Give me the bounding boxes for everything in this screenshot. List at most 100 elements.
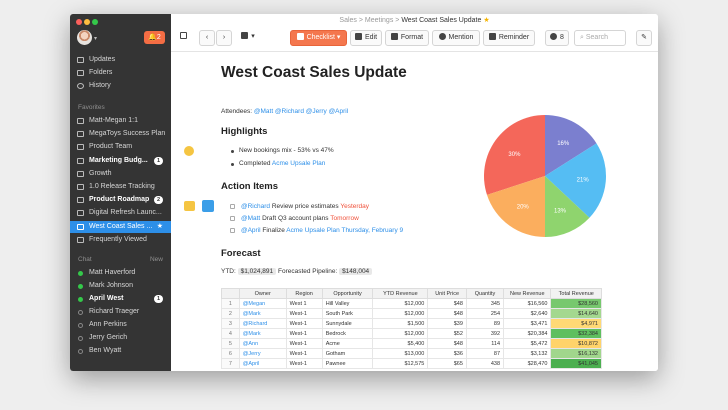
forward-button[interactable]: › [216,30,232,46]
table-cell[interactable]: West-1 [285,338,323,349]
table-cell[interactable]: West-1 [285,358,323,369]
table-cell[interactable]: West-1 [285,308,323,319]
table-cell[interactable]: 392 [465,328,505,339]
due-date[interactable]: Tomorrow [330,215,359,222]
table-cell[interactable]: $13,000 [372,348,429,359]
table-cell[interactable]: @Mark [238,328,287,339]
table-cell[interactable]: 438 [465,358,505,369]
table-cell[interactable]: 3 [221,318,240,329]
notifications-button[interactable]: 🔔2 [144,31,165,44]
chat-item[interactable]: Ben Wyatt [70,345,171,357]
mention[interactable]: @April [241,227,261,234]
toggle-sidebar-button[interactable] [177,30,192,46]
table-cell[interactable]: $16,560 [503,298,552,309]
chat-item[interactable]: Matt Haverford [70,267,171,279]
table-cell[interactable]: 345 [465,298,505,309]
table-cell[interactable]: $48 [427,338,467,349]
table-cell[interactable]: $41,045 [550,358,602,369]
acme-plan-link[interactable]: Acme Upsale Plan [271,160,326,167]
action-item-checkbox[interactable] [230,216,235,221]
checkbox-icon[interactable] [202,200,214,212]
table-cell[interactable]: 5 [221,338,240,349]
new-chat-button[interactable]: New [149,256,163,263]
chat-bubble-icon[interactable] [184,201,195,211]
acme-plan-link[interactable]: Acme Upsale Plan [286,227,340,234]
mention[interactable]: @Richard [241,203,270,210]
chevron-down-icon[interactable]: ▾ [94,36,98,42]
sidebar-item-favorite[interactable]: 1.0 Release Tracking [70,181,171,193]
avatar[interactable] [77,30,92,45]
minimize-window-button[interactable] [84,19,90,25]
table-cell[interactable]: 1 [221,298,240,309]
due-date[interactable]: Thursday, February 9 [341,227,404,234]
format-button[interactable]: Format [385,30,429,46]
sidebar-item-favorite[interactable]: Frequently Viewed [70,234,171,246]
table-cell[interactable]: $2,640 [503,308,552,319]
table-cell[interactable]: West-1 [285,348,323,359]
table-cell[interactable]: $5,472 [503,338,552,349]
table-cell[interactable]: $28,470 [503,358,552,369]
table-cell[interactable]: @Jerry [238,348,287,359]
table-cell[interactable]: $32,384 [550,328,602,339]
back-button[interactable]: ‹ [199,30,215,46]
table-cell[interactable]: $3,471 [503,318,552,329]
table-cell[interactable]: $12,575 [372,358,429,369]
close-window-button[interactable] [76,19,82,25]
table-cell[interactable]: $5,400 [372,338,429,349]
chat-item[interactable]: Mark Johnson [70,280,171,292]
reminder-button[interactable]: Reminder [483,30,535,46]
table-cell[interactable]: $48 [427,298,467,309]
sidebar-item-favorite[interactable]: Matt-Megan 1:1 [70,115,171,127]
table-cell[interactable]: @April [238,358,287,369]
action-item-checkbox[interactable] [230,204,235,209]
sidebar-item-folders[interactable]: Folders [70,67,171,79]
edit-button[interactable]: Edit [350,30,382,46]
comment-icon[interactable] [184,146,194,156]
table-cell[interactable]: West 1 [285,298,323,309]
zoom-window-button[interactable] [92,19,98,25]
table-cell[interactable]: 6 [221,348,240,359]
star-icon[interactable]: ★ [156,222,163,230]
table-cell[interactable]: 4 [221,328,240,339]
table-cell[interactable]: $12,000 [372,328,429,339]
table-cell[interactable]: 87 [465,348,505,359]
table-cell[interactable]: 114 [465,338,505,349]
mention[interactable]: @Matt [241,215,261,222]
table-cell[interactable]: $14,640 [550,308,602,319]
due-date[interactable]: Yesterday [340,203,370,210]
table-cell[interactable]: 89 [465,318,505,329]
sidebar-item-updates[interactable]: Updates [70,54,171,66]
table-cell[interactable]: @Megan [238,298,287,309]
star-icon[interactable]: ★ [483,17,490,24]
table-cell[interactable]: Bedrock [321,328,374,339]
breadcrumb-sales[interactable]: Sales [339,17,357,24]
chat-item[interactable]: Jerry Gerich [70,332,171,344]
table-cell[interactable]: $12,000 [372,308,429,319]
table-cell[interactable]: @Richard [238,318,287,329]
table-cell[interactable]: $12,000 [372,298,429,309]
table-cell[interactable]: $1,500 [372,318,429,329]
table-cell[interactable]: 2 [221,308,240,319]
table-cell[interactable]: $65 [427,358,467,369]
table-cell[interactable]: @Ann [238,338,287,349]
sidebar-item-favorite[interactable]: Marketing Budg... 1 [70,155,171,167]
table-cell[interactable]: Pawnee [321,358,374,369]
table-cell[interactable]: $39 [427,318,467,329]
table-cell[interactable]: Acme [321,338,374,349]
mention-button[interactable]: Mention [432,30,480,46]
compose-button[interactable]: ✎ [636,30,652,46]
members-button[interactable]: 8 [545,30,569,46]
sidebar-item-favorite[interactable]: Digital Refresh Launc... [70,207,171,219]
table-cell[interactable]: @Mark [238,308,287,319]
table-cell[interactable]: West-1 [285,328,323,339]
table-cell[interactable]: $28,560 [550,298,602,309]
table-cell[interactable]: Sunnydale [321,318,374,329]
sidebar-item-favorite[interactable]: MegaToys Success Plan [70,128,171,140]
table-cell[interactable]: $52 [427,328,467,339]
action-item-checkbox[interactable] [230,228,235,233]
sidebar-item-favorite[interactable]: Growth [70,168,171,180]
search-input[interactable]: ⌕ Search [574,30,626,46]
table-cell[interactable]: South Park [321,308,374,319]
table-cell[interactable]: 7 [221,358,240,369]
table-cell[interactable]: $48 [427,308,467,319]
